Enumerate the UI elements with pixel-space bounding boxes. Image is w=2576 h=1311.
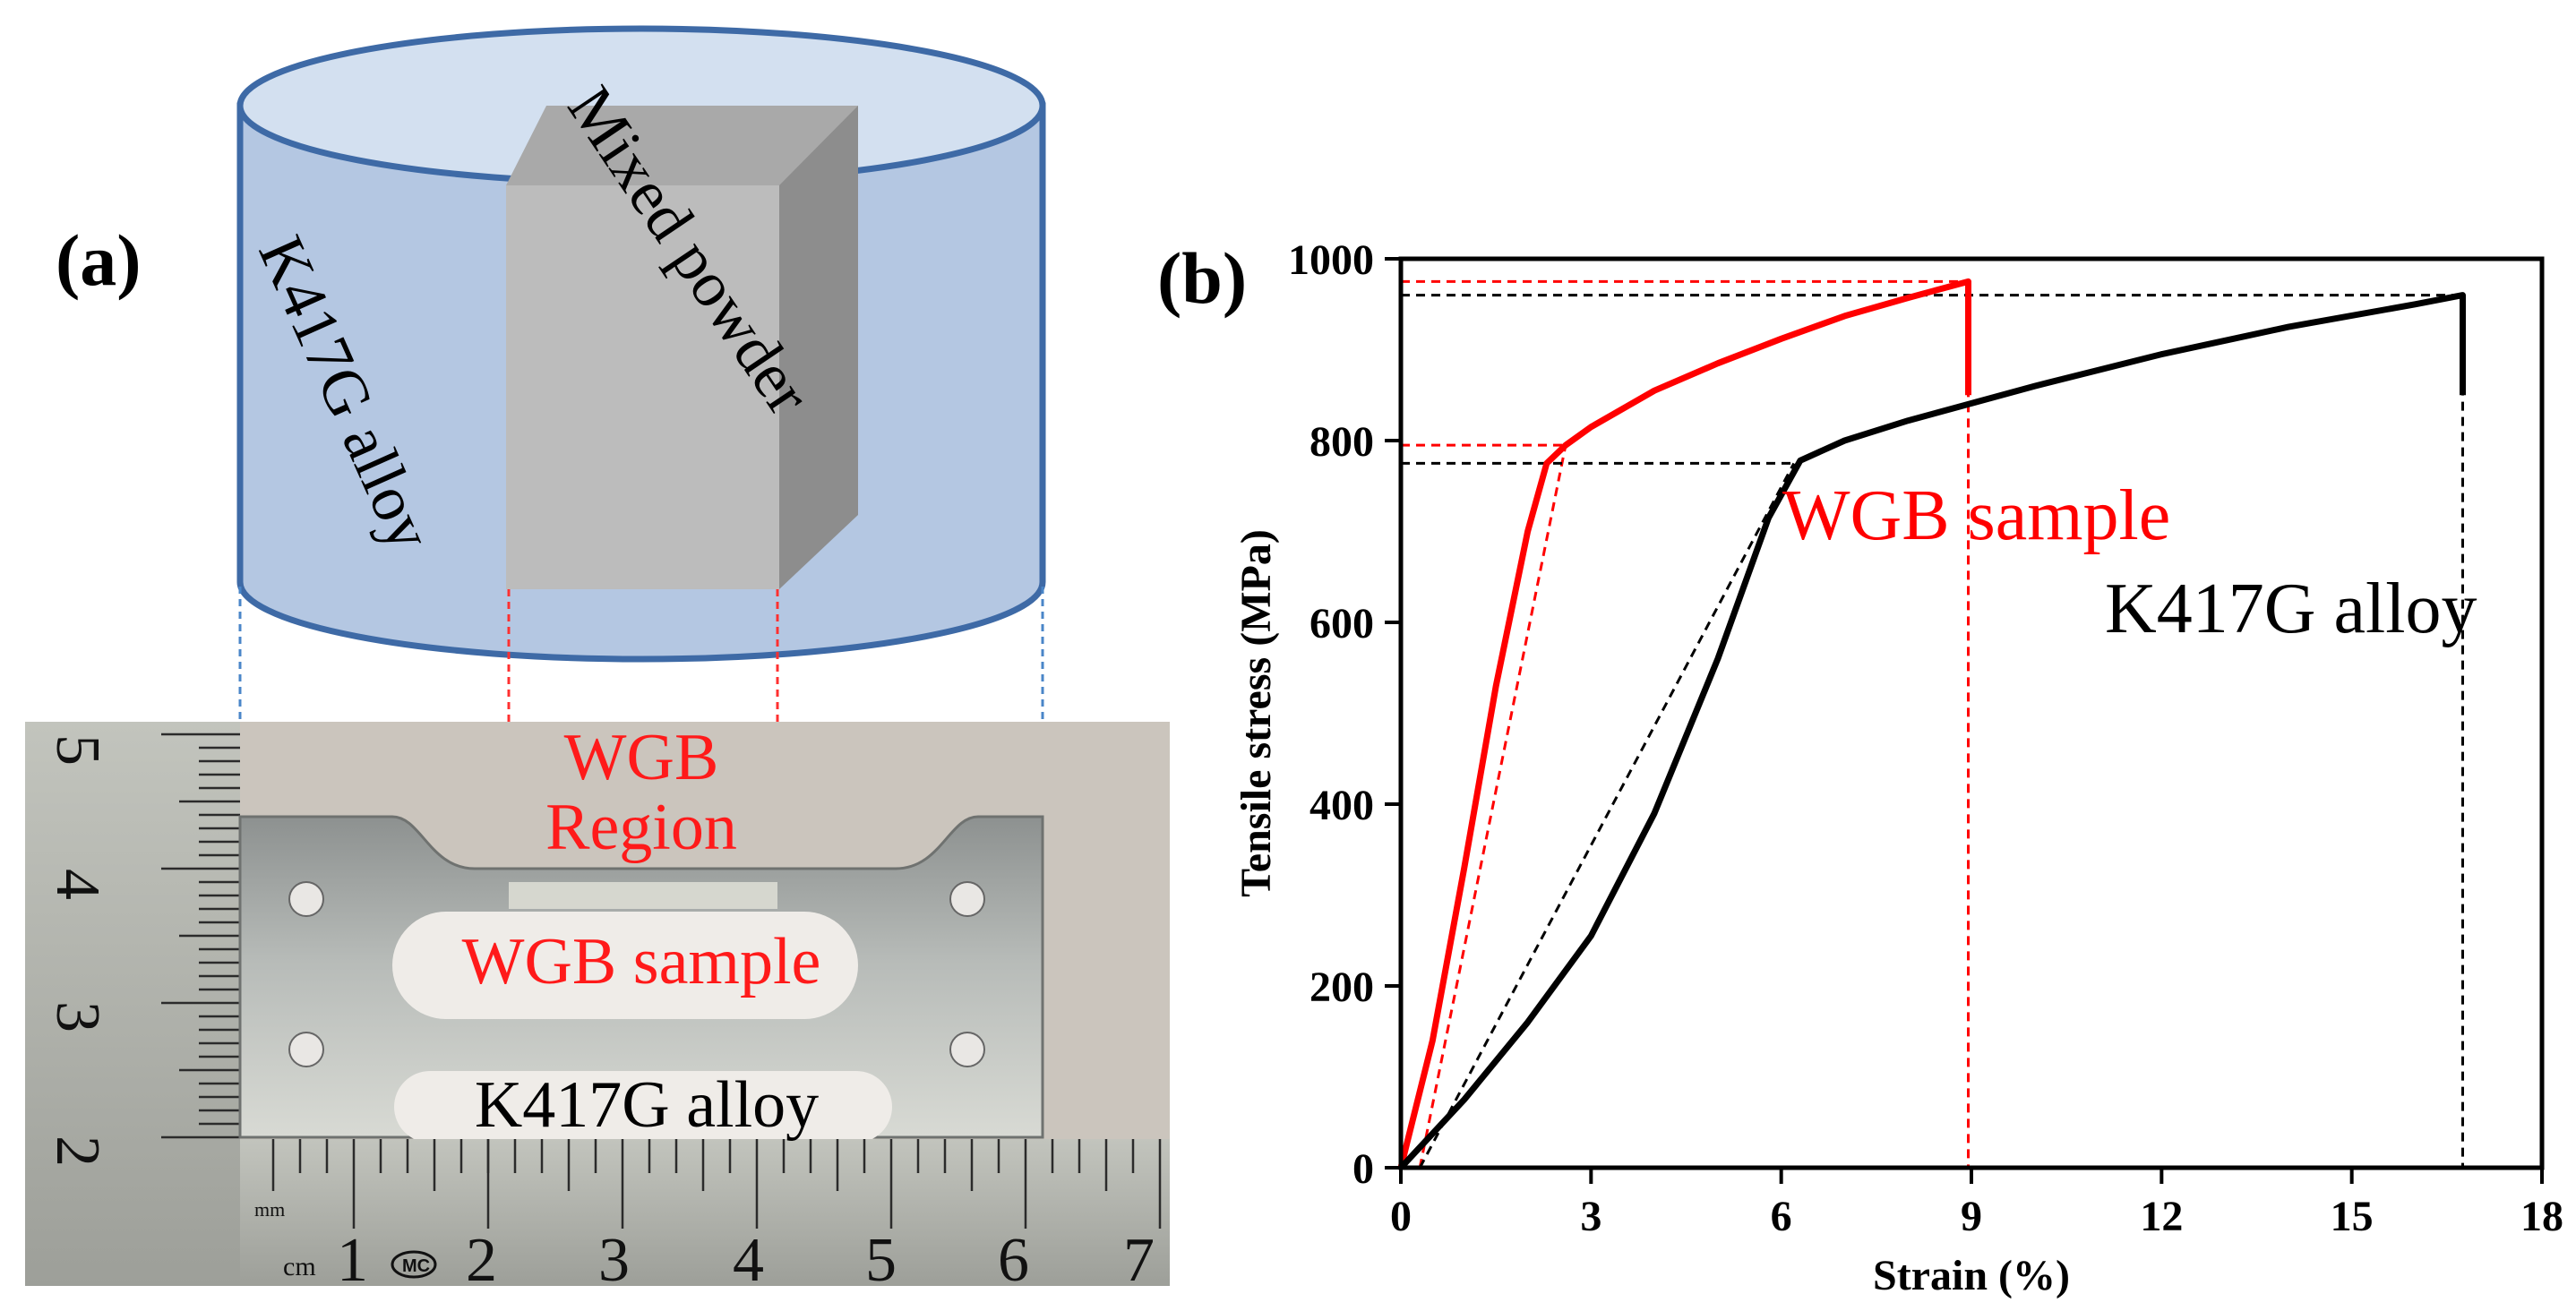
plate-hole — [288, 881, 324, 917]
panel-a-label: (a) — [56, 219, 142, 301]
plate-hole — [949, 881, 985, 917]
ruler-digit-4: 4 — [43, 869, 112, 900]
ruler-digit-5: 5 — [43, 734, 112, 766]
vertical-ruler-ticks — [161, 733, 240, 1139]
y-tick-label: 600 — [1309, 600, 1374, 647]
alloy-sample-label: K417G alloy — [475, 1068, 819, 1142]
powder-box-top — [506, 106, 858, 185]
powder-box-side — [779, 106, 858, 589]
x-tick-label: 15 — [2331, 1193, 2374, 1240]
ruler-digit: 3 — [598, 1226, 630, 1295]
y-tick-label: 0 — [1352, 1145, 1374, 1193]
sample-photo: 5 4 3 2 — [25, 721, 1170, 1295]
tensile-chart: 0 3 6 9 12 15 18 0 200 400 600 800 1000 Strain (%) Ten… — [1232, 236, 2563, 1299]
horizontal-ruler-digits: 1 2 3 4 5 6 7 — [337, 1226, 1155, 1295]
ruler-digit: 1 — [337, 1226, 368, 1295]
panel-b: (b) 0 3 6 9 12 15 18 0 200 400 600 800 1000 Strain (%… — [1157, 236, 2563, 1299]
panel-b-label: (b) — [1157, 237, 1247, 319]
series-label-k417g: K417G alloy — [2105, 570, 2477, 648]
plate-hole — [949, 1032, 985, 1067]
y-tick-label: 800 — [1309, 418, 1374, 466]
x-tick-label: 3 — [1580, 1193, 1601, 1240]
wgb-region-strip — [509, 882, 777, 909]
x-tick-label: 18 — [2520, 1193, 2563, 1240]
ruler-digit: 2 — [466, 1226, 497, 1295]
reference-line-7 — [1418, 462, 1796, 1169]
series-line-0 — [1397, 278, 1971, 1169]
ruler-digit: 4 — [733, 1226, 764, 1295]
ruler-digit: 7 — [1123, 1226, 1155, 1295]
powder-box-front — [506, 185, 779, 589]
ruler-digit-3: 3 — [43, 1001, 112, 1033]
x-axis-label: Strain (%) — [1873, 1252, 2070, 1299]
series-label-wgb: WGB sample — [1782, 476, 2170, 555]
y-axis-label: Tensile stress (MPa) — [1232, 529, 1280, 897]
ruler-unit-mm: mm — [254, 1198, 285, 1221]
x-tick-label: 9 — [1961, 1193, 1982, 1240]
series-line-1 — [1398, 292, 2466, 1170]
region-label-line1: WGB — [564, 721, 719, 794]
ruler-digit: 5 — [865, 1226, 897, 1295]
wgb-sample-slot — [392, 912, 858, 1019]
horizontal-ruler — [240, 1139, 1170, 1286]
x-tick-label: 6 — [1771, 1193, 1792, 1240]
alloy-sample-slot — [394, 1071, 892, 1143]
x-tick-label: 0 — [1390, 1193, 1412, 1240]
y-tick-label: 400 — [1309, 782, 1374, 829]
wgb-sample-label: WGB sample — [462, 925, 821, 998]
ruler-digit-2: 2 — [43, 1135, 112, 1167]
cylinder-diagram: K417G alloy Mixed powder — [236, 25, 1046, 904]
region-label-line2: Region — [545, 791, 737, 864]
ruler-unit-cm: cm — [283, 1252, 316, 1281]
plate-hole — [288, 1032, 324, 1067]
horizontal-ruler-ticks — [271, 1139, 1162, 1229]
x-tick-label: 12 — [2140, 1193, 2183, 1240]
vertical-ruler-digits: 5 4 3 2 — [43, 734, 112, 1167]
reference-line-3 — [1418, 444, 1567, 1169]
ruler-digit: 6 — [998, 1226, 1029, 1295]
ruler-logo-text: MC — [402, 1256, 430, 1276]
y-tick-label: 200 — [1309, 964, 1374, 1011]
ruler-logo: MC — [391, 1250, 437, 1279]
y-tick-label: 1000 — [1288, 236, 1374, 284]
panel-a: (a) K417G alloy Mixed powder — [25, 25, 1170, 1295]
